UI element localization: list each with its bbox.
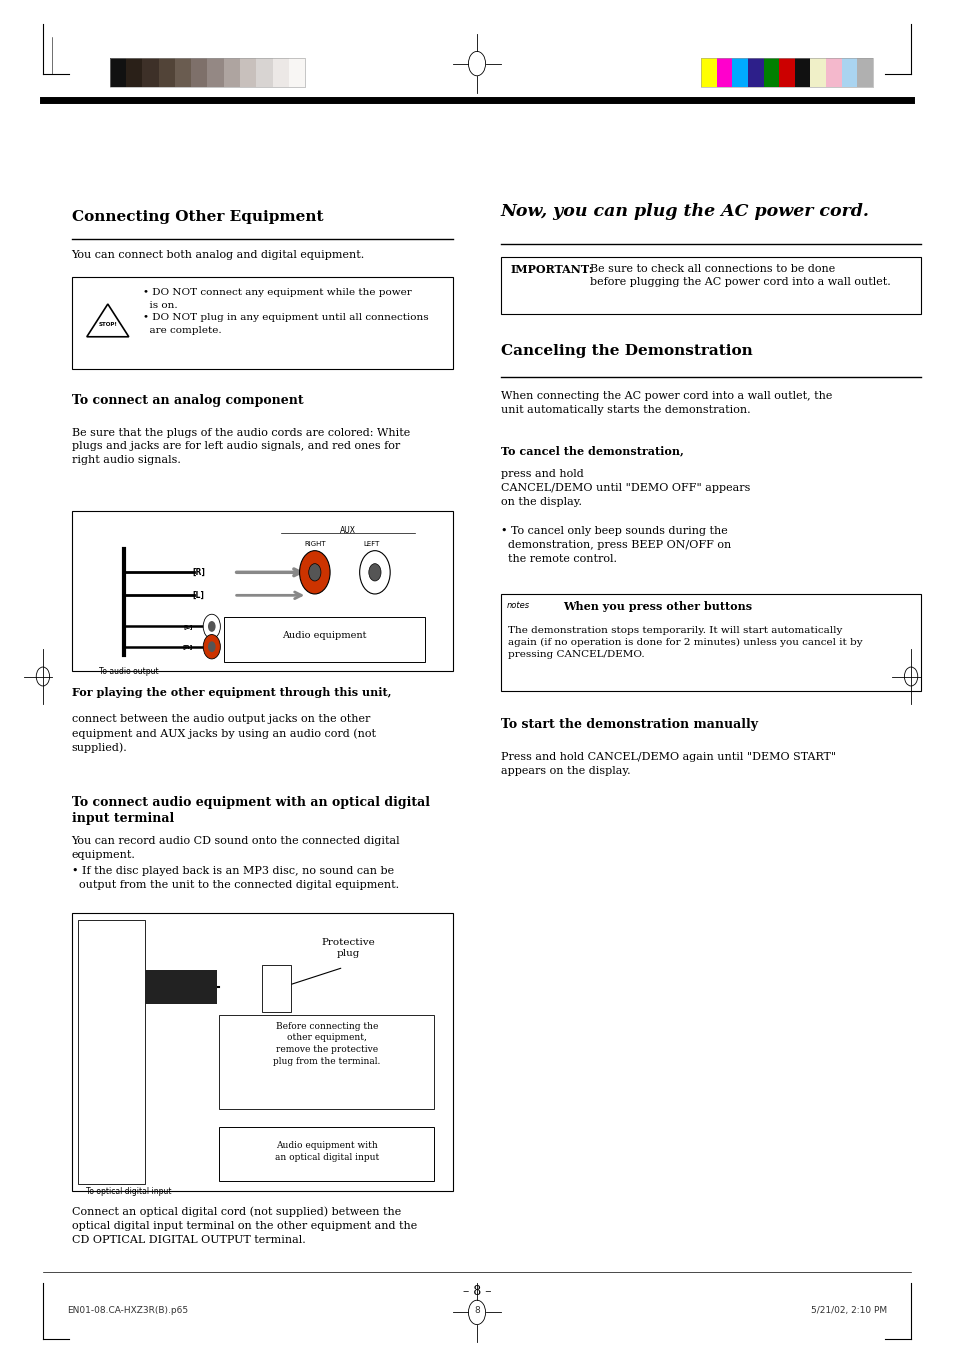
Text: To cancel the demonstration,: To cancel the demonstration, <box>500 445 683 456</box>
Bar <box>779 57 794 87</box>
Text: press and hold
CANCEL/DEMO until "DEMO OFF" appears
on the display.: press and hold CANCEL/DEMO until "DEMO O… <box>500 469 749 506</box>
Text: Canceling the Demonstration: Canceling the Demonstration <box>500 344 752 357</box>
Text: STOP!: STOP! <box>98 322 117 327</box>
Bar <box>224 57 240 87</box>
Text: To connect an analog component: To connect an analog component <box>71 394 303 407</box>
Text: You can connect both analog and digital equipment.: You can connect both analog and digital … <box>71 250 364 260</box>
Bar <box>142 57 158 87</box>
Text: When connecting the AC power cord into a wall outlet, the
unit automatically sta: When connecting the AC power cord into a… <box>500 391 831 414</box>
Text: For playing the other equipment through this unit,: For playing the other equipment through … <box>71 687 391 698</box>
Text: – 8 –: – 8 – <box>462 1285 491 1299</box>
Text: Be sure that the plugs of the audio cords are colored: White
plugs and jacks are: Be sure that the plugs of the audio cord… <box>71 428 410 464</box>
Circle shape <box>359 551 390 594</box>
Bar <box>78 920 145 1184</box>
Bar <box>732 57 747 87</box>
Bar <box>289 57 305 87</box>
Circle shape <box>309 564 320 580</box>
Text: To optical digital input: To optical digital input <box>86 1187 172 1196</box>
Bar <box>71 511 453 671</box>
Bar <box>240 57 256 87</box>
Bar <box>794 57 810 87</box>
Text: Before connecting the
other equipment,
remove the protective
plug from the termi: Before connecting the other equipment, r… <box>273 1022 380 1066</box>
Bar <box>110 57 305 87</box>
Text: 5/21/02, 2:10 PM: 5/21/02, 2:10 PM <box>810 1306 886 1315</box>
Text: RIGHT: RIGHT <box>304 541 325 547</box>
Text: [L]: [L] <box>193 591 204 599</box>
Text: Connecting Other Equipment: Connecting Other Equipment <box>71 210 323 223</box>
Text: 8: 8 <box>474 1306 479 1315</box>
Bar <box>126 57 142 87</box>
Text: Connect an optical digital cord (not supplied) between the
optical digital input: Connect an optical digital cord (not sup… <box>71 1207 416 1245</box>
Bar <box>208 57 224 87</box>
Text: IMPORTANT:: IMPORTANT: <box>510 264 593 275</box>
Bar <box>110 57 126 87</box>
Text: Audio equipment: Audio equipment <box>282 630 366 640</box>
Text: Protective
plug: Protective plug <box>321 938 375 958</box>
Text: Now, you can plug the AC power cord.: Now, you can plug the AC power cord. <box>500 203 869 221</box>
Text: notes: notes <box>506 601 529 610</box>
Bar <box>158 57 174 87</box>
Polygon shape <box>87 304 129 337</box>
Bar <box>500 257 920 314</box>
Text: To connect audio equipment with an optical digital
input terminal: To connect audio equipment with an optic… <box>71 796 429 825</box>
Text: LEFT: LEFT <box>363 541 380 547</box>
Circle shape <box>203 635 220 659</box>
Bar <box>191 57 208 87</box>
Text: • DO NOT connect any equipment while the power
  is on.
• DO NOT plug in any equ: • DO NOT connect any equipment while the… <box>143 288 428 334</box>
Text: To audio output: To audio output <box>99 667 158 676</box>
Text: AUX: AUX <box>340 526 355 536</box>
Circle shape <box>203 614 220 639</box>
Text: To start the demonstration manually: To start the demonstration manually <box>500 718 757 732</box>
Bar <box>273 57 289 87</box>
Bar <box>219 1127 434 1181</box>
Bar <box>716 57 732 87</box>
Circle shape <box>208 621 215 632</box>
Text: The demonstration stops temporarily. It will start automatically
again (if no op: The demonstration stops temporarily. It … <box>508 626 862 659</box>
Text: [R]: [R] <box>183 644 193 649</box>
Text: • If the disc played back is an MP3 disc, no sound can be
  output from the unit: • If the disc played back is an MP3 disc… <box>71 866 398 889</box>
Text: CD OPTICAL
DIGITAL
OUTPUT: CD OPTICAL DIGITAL OUTPUT <box>88 930 126 947</box>
Text: Press and hold CANCEL/DEMO again until "DEMO START"
appears on the display.: Press and hold CANCEL/DEMO again until "… <box>500 752 835 775</box>
Text: • To cancel only beep sounds during the
  demonstration, press BEEP ON/OFF on
  : • To cancel only beep sounds during the … <box>500 526 730 563</box>
Text: When you press other buttons: When you press other buttons <box>562 601 751 612</box>
Bar <box>825 57 841 87</box>
Bar <box>224 617 424 662</box>
Bar <box>262 965 291 1012</box>
Bar <box>841 57 857 87</box>
Bar <box>700 57 716 87</box>
Text: connect between the audio output jacks on the other
equipment and AUX jacks by u: connect between the audio output jacks o… <box>71 714 375 754</box>
Bar <box>857 57 872 87</box>
Text: [R]: [R] <box>192 568 205 576</box>
Bar <box>219 1015 434 1109</box>
Circle shape <box>299 551 330 594</box>
Text: Be sure to check all connections to be done
before plugging the AC power cord in: Be sure to check all connections to be d… <box>589 264 889 287</box>
Bar <box>747 57 762 87</box>
Text: [L]: [L] <box>183 624 193 629</box>
Bar <box>256 57 273 87</box>
Bar <box>810 57 825 87</box>
Bar <box>700 57 872 87</box>
Text: EN01-08.CA-HXZ3R(B).p65: EN01-08.CA-HXZ3R(B).p65 <box>67 1306 188 1315</box>
Circle shape <box>369 564 380 580</box>
Circle shape <box>208 641 215 652</box>
Text: You can record audio CD sound onto the connected digital
equipment.: You can record audio CD sound onto the c… <box>71 836 399 859</box>
Bar <box>71 277 453 369</box>
Bar <box>71 913 453 1191</box>
Bar <box>145 970 216 1004</box>
Bar <box>762 57 779 87</box>
Bar <box>174 57 191 87</box>
Text: Audio equipment with
an optical digital input: Audio equipment with an optical digital … <box>274 1141 378 1162</box>
Bar <box>500 594 920 691</box>
